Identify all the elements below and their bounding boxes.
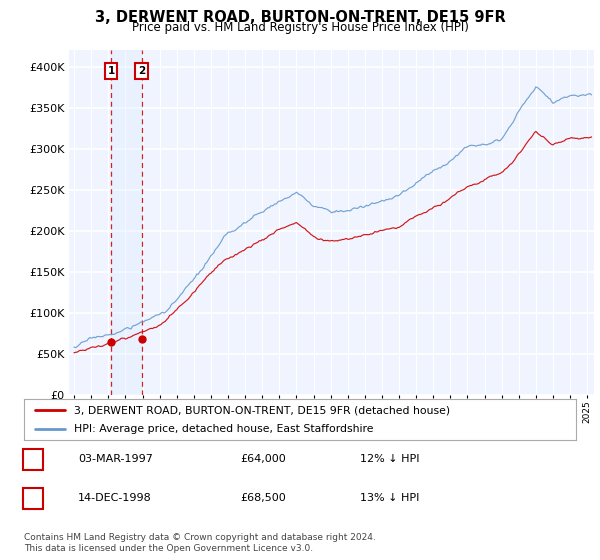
Text: 2: 2 <box>29 493 37 503</box>
Text: 3, DERWENT ROAD, BURTON-ON-TRENT, DE15 9FR: 3, DERWENT ROAD, BURTON-ON-TRENT, DE15 9… <box>95 10 505 25</box>
Text: 12% ↓ HPI: 12% ↓ HPI <box>360 454 419 464</box>
Text: 03-MAR-1997: 03-MAR-1997 <box>78 454 153 464</box>
Text: £64,000: £64,000 <box>240 454 286 464</box>
Bar <box>111 50 142 395</box>
Text: 3, DERWENT ROAD, BURTON-ON-TRENT, DE15 9FR (detached house): 3, DERWENT ROAD, BURTON-ON-TRENT, DE15 9… <box>74 405 450 415</box>
Text: £68,500: £68,500 <box>240 493 286 503</box>
Text: Contains HM Land Registry data © Crown copyright and database right 2024.
This d: Contains HM Land Registry data © Crown c… <box>24 533 376 553</box>
Text: 1: 1 <box>107 66 115 76</box>
Text: Price paid vs. HM Land Registry's House Price Index (HPI): Price paid vs. HM Land Registry's House … <box>131 21 469 34</box>
Text: 14-DEC-1998: 14-DEC-1998 <box>78 493 152 503</box>
Text: 1: 1 <box>29 454 37 464</box>
Text: HPI: Average price, detached house, East Staffordshire: HPI: Average price, detached house, East… <box>74 424 373 433</box>
Text: 2: 2 <box>138 66 145 76</box>
Text: 13% ↓ HPI: 13% ↓ HPI <box>360 493 419 503</box>
